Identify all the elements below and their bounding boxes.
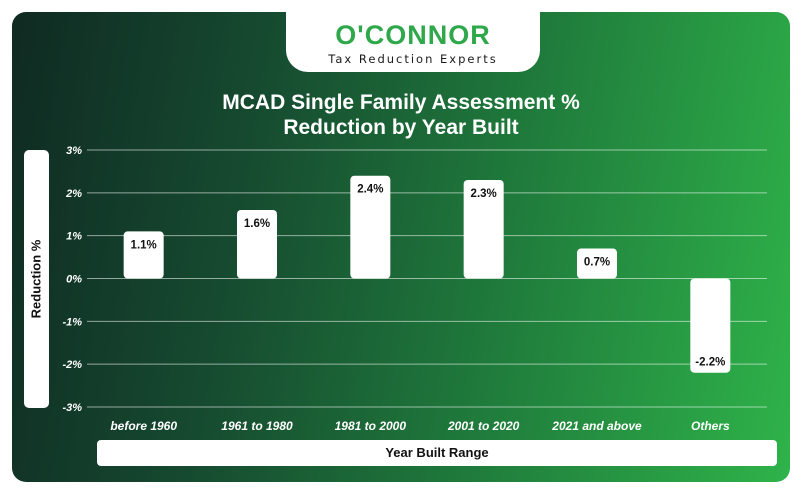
- x-axis-label: Year Built Range: [97, 440, 777, 466]
- chart-title: MCAD Single Family Assessment % Reductio…: [12, 90, 790, 140]
- bar: [577, 248, 617, 279]
- bar: [123, 231, 164, 279]
- bar-value-label: 1.6%: [244, 218, 270, 230]
- y-tick-label: -3%: [62, 402, 82, 414]
- chart-card: O'CONNOR Tax Reduction Experts MCAD Sing…: [12, 12, 790, 482]
- y-tick-label: 2%: [65, 188, 82, 200]
- bar-value-label: -2.2%: [695, 357, 725, 369]
- logo-tagline: Tax Reduction Experts: [328, 52, 498, 66]
- y-tick-label: 3%: [66, 145, 82, 157]
- x-tick-label: 2021 and above: [551, 419, 642, 433]
- x-tick-label: Others: [691, 419, 730, 433]
- chart-title-line-1: MCAD Single Family Assessment %: [222, 91, 580, 114]
- y-tick-label: 0%: [66, 274, 82, 286]
- y-tick-label: -2%: [62, 359, 82, 371]
- logo-text: O'CONNOR: [335, 20, 491, 50]
- bar: [690, 278, 731, 373]
- bar: [463, 179, 504, 279]
- bar-value-label: 0.7%: [584, 257, 610, 269]
- x-tick-label: 2001 to 2020: [447, 419, 520, 433]
- x-tick-label: 1981 to 2000: [335, 419, 407, 433]
- chart-title-line-2: Reduction by Year Built: [283, 116, 519, 139]
- bar-value-label: 1.1%: [131, 239, 157, 251]
- x-tick-label: before 1960: [110, 419, 177, 433]
- bar-plot: 3% 2% 1% 0% -1% -2% -3% 1.1% before 1960 1.6% 1961…: [62, 145, 767, 433]
- logo: O'CONNOR Tax Reduction Experts: [286, 12, 540, 72]
- bar: [237, 209, 277, 279]
- y-axis-label-box: [24, 150, 49, 408]
- bar-value-label: 2.3%: [471, 188, 497, 200]
- y-tick-label: 1%: [66, 231, 82, 243]
- x-tick-label: 1961 to 1980: [221, 419, 293, 433]
- bar: [350, 175, 391, 279]
- bar-value-label: 2.4%: [357, 184, 383, 196]
- y-tick-label: -1%: [62, 316, 82, 328]
